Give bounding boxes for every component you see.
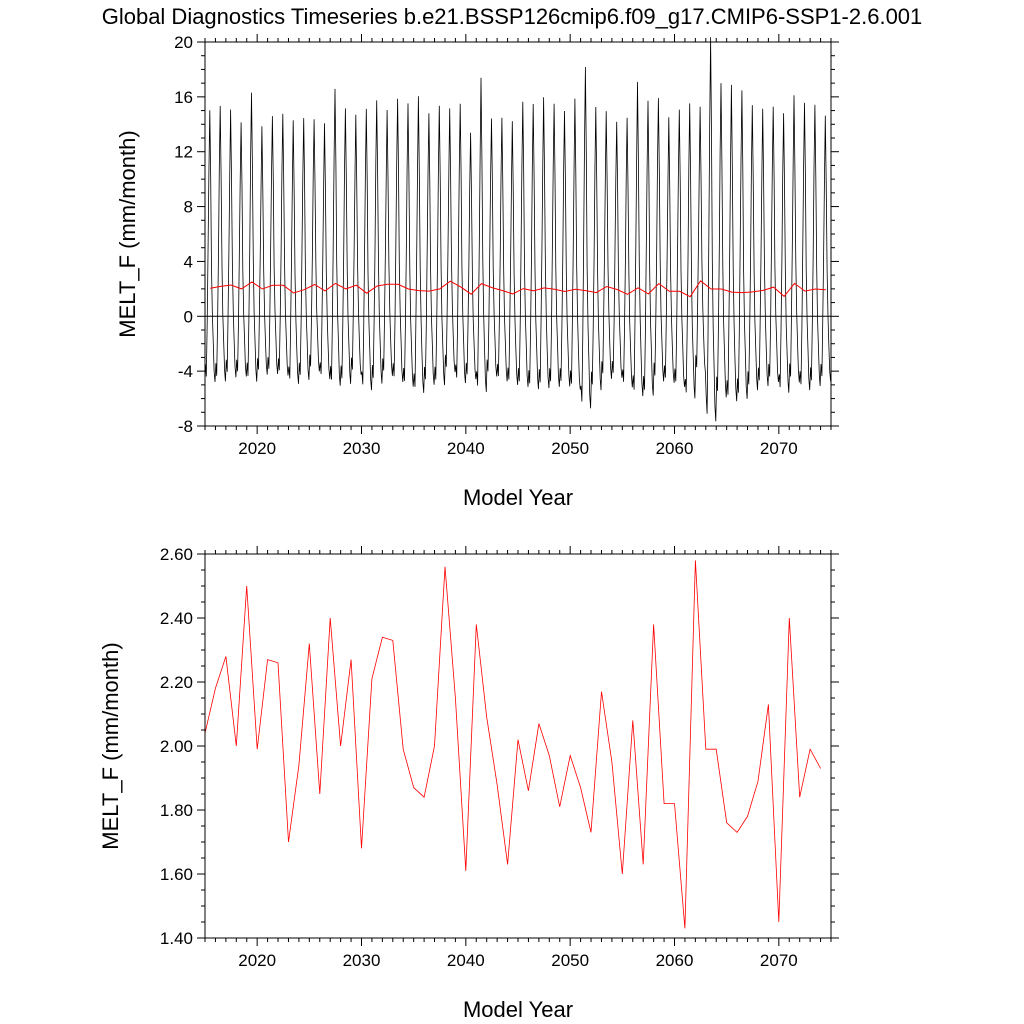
- x-tick-label: 2070: [760, 439, 798, 458]
- x-tick-label: 2030: [343, 951, 381, 970]
- annual-mean-line: [204, 560, 821, 929]
- panel-2: 2020 2030 2040 2050 2060 2070 1.40 1.60 1.80 2.00…: [98, 545, 839, 1022]
- y-tick-label: 16: [174, 88, 193, 107]
- y-axis-label: MELT_F (mm/month): [98, 642, 123, 849]
- y-tick-label: 2.40: [160, 609, 193, 628]
- plot-frame: [204, 553, 832, 939]
- x-tick-label: 2070: [760, 951, 798, 970]
- monthly-series-line: [205, 37, 831, 422]
- x-tick-label: 2050: [551, 951, 589, 970]
- x-tick-label: 2060: [656, 439, 694, 458]
- y-tick-label: -8: [178, 417, 193, 436]
- chart-title: Global Diagnostics Timeseries b.e21.BSSP…: [102, 4, 923, 29]
- x-tick-label: 2020: [238, 951, 276, 970]
- annual-mean-line: [210, 280, 826, 298]
- x-tick-label: 2030: [343, 439, 381, 458]
- y-tick-label: 2.60: [160, 545, 193, 564]
- y-tick-label: 1.40: [160, 929, 193, 948]
- y-tick-label: 0: [184, 307, 193, 326]
- y-tick-label: 4: [184, 252, 193, 271]
- x-tick-label: 2050: [551, 439, 589, 458]
- x-tick-label: 2020: [238, 439, 276, 458]
- x-axis-label: Model Year: [463, 997, 573, 1022]
- panel-1: 2020 2030 2040 2050 2060 2070 -8 -4 0 4 8 12 16 20 Mod…: [115, 33, 839, 510]
- y-tick-label: 1.60: [160, 865, 193, 884]
- x-tick-label: 2040: [447, 439, 485, 458]
- y-tick-label: -4: [178, 362, 193, 381]
- y-tick-label: 2.00: [160, 737, 193, 756]
- x-axis-label: Model Year: [463, 485, 573, 510]
- x-tick-label: 2060: [656, 951, 694, 970]
- y-tick-label: 2.20: [160, 673, 193, 692]
- x-tick-label: 2040: [447, 951, 485, 970]
- y-tick-label: 8: [184, 198, 193, 217]
- y-tick-label: 12: [174, 143, 193, 162]
- y-axis-label: MELT_F (mm/month): [115, 130, 140, 337]
- y-tick-label: 20: [174, 33, 193, 52]
- y-tick-label: 1.80: [160, 801, 193, 820]
